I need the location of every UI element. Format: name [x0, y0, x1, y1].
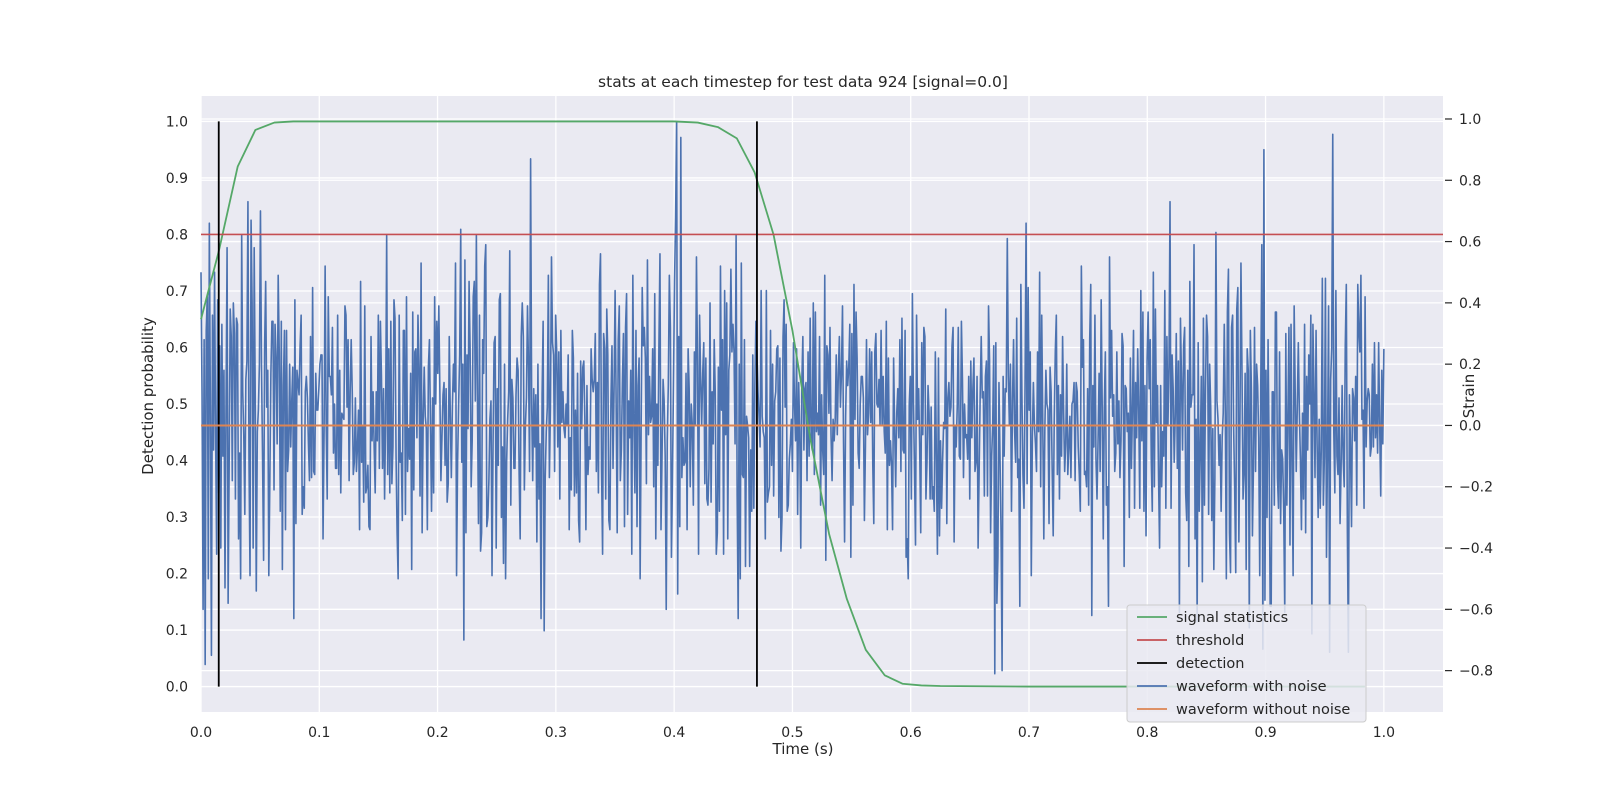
y-tick-label: 0.2 — [166, 567, 188, 583]
right-y-tick-label: 0.2 — [1459, 357, 1481, 373]
right-y-tick-label: 0.8 — [1459, 173, 1481, 189]
right-y-tick-label: 0.0 — [1459, 418, 1481, 434]
y-tick-label: 1.0 — [166, 114, 188, 130]
series-signal-statistics — [200, 120, 1365, 688]
legend-box — [1126, 604, 1367, 723]
right-y-tick-label: −0.4 — [1459, 541, 1493, 557]
series-layer — [200, 120, 1443, 688]
legend-label: detection — [1176, 656, 1244, 672]
right-y-tick-label: −0.8 — [1459, 664, 1493, 680]
right-y-tick-label: 0.6 — [1459, 235, 1481, 251]
x-tick-label: 1.0 — [1373, 725, 1395, 741]
x-tick-label: 0.7 — [1018, 725, 1040, 741]
legend-label: signal statistics — [1176, 610, 1288, 626]
x-tick-label: 0.6 — [900, 725, 922, 741]
right-y-tick-label: −0.6 — [1459, 602, 1493, 618]
chart-title: stats at each timestep for test data 924… — [598, 73, 1008, 91]
y-axis-title: Detection probability — [139, 317, 157, 475]
x-tick-label: 0.3 — [545, 725, 567, 741]
x-tick-label: 0.2 — [426, 725, 448, 741]
y-tick-label: 0.3 — [166, 510, 188, 526]
x-tick-label: 0.9 — [1254, 725, 1276, 741]
right-y-tick-label: 1.0 — [1459, 112, 1481, 128]
legend-label: waveform with noise — [1176, 679, 1327, 695]
right-y-tick-label: −0.2 — [1459, 480, 1493, 496]
x-tick-label: 0.5 — [781, 725, 803, 741]
y-tick-label: 0.0 — [166, 680, 188, 696]
x-tick-label: 0.1 — [308, 725, 330, 741]
legend: signal statistics threshold detection wavef… — [1126, 604, 1367, 723]
y-tick-label: 0.8 — [166, 227, 188, 243]
x-tick-label: 0.4 — [663, 725, 685, 741]
right-y-tick-label: 0.4 — [1459, 296, 1481, 312]
y-tick-label: 0.4 — [166, 454, 188, 470]
x-tick-label: 0.8 — [1136, 725, 1158, 741]
right-y-axis-title: Strain — [1460, 374, 1478, 418]
legend-label: threshold — [1176, 633, 1244, 649]
y-tick-label: 0.9 — [166, 171, 188, 187]
y-tick-label: 0.1 — [166, 623, 188, 639]
axes-layer: 0.0 0.1 0.2 0.3 0.4 0.5 0.6 0.7 0.8 0.9 1.0 0.0 0.1 0… — [166, 112, 1493, 741]
x-axis-title: Time (s) — [772, 740, 834, 758]
y-tick-label: 0.7 — [166, 284, 188, 300]
y-tick-label: 0.5 — [166, 397, 188, 413]
x-tick-label: 0.0 — [190, 725, 212, 741]
y-tick-label: 0.6 — [166, 340, 188, 356]
legend-label: waveform without noise — [1176, 702, 1350, 718]
series-waveform-with-noise — [200, 121, 1385, 675]
